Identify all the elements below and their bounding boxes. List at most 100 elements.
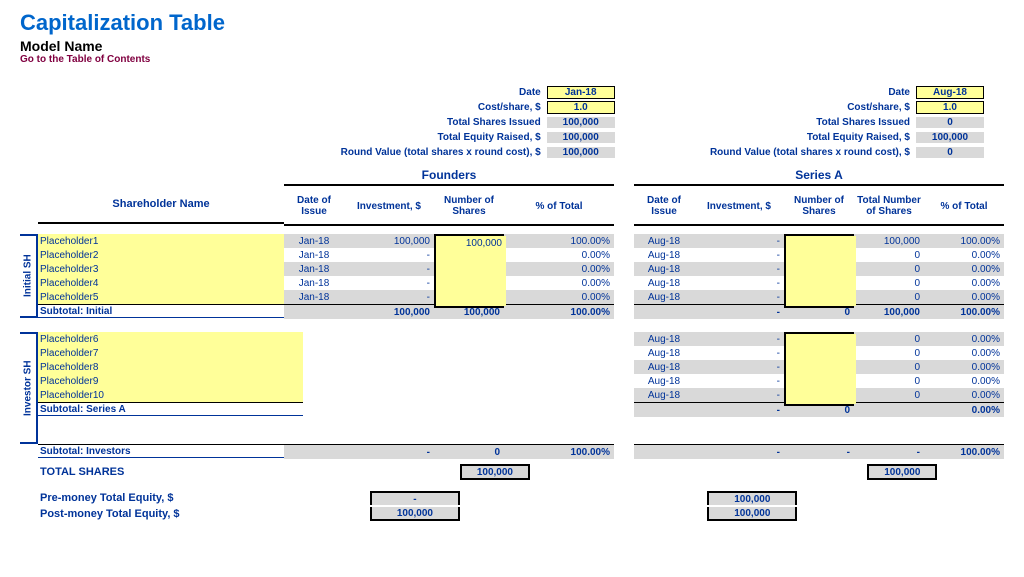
founders-date[interactable]: Jan-18: [547, 86, 615, 99]
cell-date: Aug-18: [634, 262, 694, 276]
founders-total-shares: 100,000: [460, 464, 530, 480]
founders-cost[interactable]: 1.0: [547, 101, 615, 114]
shareholder-header: Shareholder Name: [38, 186, 284, 224]
series-a-post-money: 100,000: [707, 507, 797, 521]
series-a-cost[interactable]: 1.0: [916, 101, 984, 114]
cell-shares[interactable]: [436, 278, 506, 292]
cell-shares[interactable]: [786, 362, 856, 376]
cell-shares[interactable]: [786, 292, 856, 306]
cell-date: Jan-18: [284, 234, 344, 248]
shareholder-name[interactable]: Placeholder4: [38, 276, 284, 290]
shareholder-name[interactable]: Placeholder9: [38, 374, 303, 388]
post-money-label: Post-money Total Equity, $: [40, 508, 180, 520]
shareholder-name[interactable]: Placeholder7: [38, 346, 303, 360]
cell-investment: 100,000: [344, 234, 434, 248]
series-a-pre-money: 100,000: [707, 491, 797, 505]
cell-shares[interactable]: [436, 250, 506, 264]
founders-roundval: 100,000: [547, 147, 615, 158]
series-a-shares: 0: [916, 117, 984, 128]
series-a-date[interactable]: Aug-18: [916, 86, 984, 99]
cell-pct: 100.00%: [924, 234, 1004, 248]
cell-shares[interactable]: [786, 390, 856, 404]
cell-total-shares: 100,000: [854, 234, 924, 248]
cell-date: Aug-18: [634, 332, 694, 346]
shareholder-name[interactable]: Placeholder2: [38, 248, 284, 262]
toc-link[interactable]: Go to the Table of Contents: [20, 54, 1004, 65]
cell-shares[interactable]: [786, 278, 856, 292]
series-a-title: Series A: [634, 168, 1004, 186]
cell-pct: 0.00%: [504, 248, 614, 262]
cell-shares[interactable]: [786, 376, 856, 390]
subtotal-initial-label: Subtotal: Initial: [38, 305, 284, 317]
cell-shares[interactable]: [436, 264, 506, 278]
cell-pct: 0.00%: [924, 360, 1004, 374]
shareholder-name[interactable]: Placeholder1: [38, 234, 284, 248]
cell-total-shares: 0: [854, 276, 924, 290]
model-name: Model Name: [20, 38, 1004, 54]
pre-money-label: Pre-money Total Equity, $: [40, 492, 173, 504]
cell-pct: 0.00%: [924, 262, 1004, 276]
cell-pct: 0.00%: [924, 332, 1004, 346]
cell-shares[interactable]: [786, 264, 856, 278]
cell-shares[interactable]: [436, 292, 506, 306]
investor-sh-label: Investor SH: [20, 332, 38, 444]
subtotal-series-a-label: Subtotal: Series A: [38, 403, 303, 415]
cell-date: Jan-18: [284, 290, 344, 304]
cell-total-shares: 0: [854, 374, 924, 388]
cell-date: Aug-18: [634, 360, 694, 374]
series-a-equity: 100,000: [916, 132, 984, 143]
initial-sh-block: Initial SH Placeholder1Placeholder2Place…: [20, 234, 1004, 318]
cell-pct: 0.00%: [924, 248, 1004, 262]
cell-investment: -: [694, 374, 784, 388]
cell-total-shares: 0: [854, 346, 924, 360]
cell-pct: 0.00%: [924, 374, 1004, 388]
series-a-meta: DateAug-18 Cost/share, $1.0 Total Shares…: [635, 85, 984, 160]
cell-date: Aug-18: [634, 290, 694, 304]
cell-investment: -: [694, 360, 784, 374]
shareholder-name[interactable]: Placeholder8: [38, 360, 303, 374]
cell-pct: 0.00%: [924, 290, 1004, 304]
shareholder-name[interactable]: Placeholder5: [38, 290, 284, 304]
page-title: Capitalization Table: [20, 10, 1004, 36]
cell-pct: 100.00%: [504, 234, 614, 248]
cell-date: Aug-18: [634, 346, 694, 360]
cell-shares[interactable]: [786, 236, 856, 250]
founders-equity: 100,000: [547, 132, 615, 143]
cell-date: Jan-18: [284, 248, 344, 262]
shareholder-name[interactable]: Placeholder6: [38, 332, 303, 346]
cell-investment: -: [344, 290, 434, 304]
cell-pct: 0.00%: [504, 262, 614, 276]
cell-shares[interactable]: [786, 334, 856, 348]
shareholder-name[interactable]: Placeholder10: [38, 388, 303, 402]
cell-date: Aug-18: [634, 388, 694, 402]
shareholder-name[interactable]: Placeholder3: [38, 262, 284, 276]
cell-pct: 0.00%: [504, 276, 614, 290]
cell-total-shares: 0: [854, 262, 924, 276]
cell-investment: -: [344, 248, 434, 262]
cell-total-shares: 0: [854, 360, 924, 374]
subtotal-investors-label: Subtotal: Investors: [38, 445, 284, 457]
cell-investment: -: [694, 234, 784, 248]
founders-shares: 100,000: [547, 117, 615, 128]
investor-sh-block: Investor SH Placeholder6Placeholder7Plac…: [20, 332, 1004, 444]
cell-total-shares: 0: [854, 332, 924, 346]
cell-investment: -: [694, 290, 784, 304]
founders-post-money: 100,000: [370, 507, 460, 521]
cell-shares[interactable]: 100,000: [436, 236, 506, 250]
cell-investment: -: [694, 248, 784, 262]
founders-pre-money: -: [370, 491, 460, 505]
cell-investment: -: [694, 276, 784, 290]
cell-date: Aug-18: [634, 374, 694, 388]
cell-date: Aug-18: [634, 234, 694, 248]
cell-date: Jan-18: [284, 276, 344, 290]
cell-total-shares: 0: [854, 290, 924, 304]
cell-investment: -: [344, 276, 434, 290]
series-a-total-shares: 100,000: [867, 464, 937, 480]
meta-cost-label: Cost/share, $: [478, 102, 547, 113]
cell-total-shares: 0: [854, 388, 924, 402]
cell-investment: -: [694, 346, 784, 360]
cell-date: Aug-18: [634, 276, 694, 290]
cell-shares[interactable]: [786, 348, 856, 362]
cell-shares[interactable]: [786, 250, 856, 264]
cell-pct: 0.00%: [924, 276, 1004, 290]
